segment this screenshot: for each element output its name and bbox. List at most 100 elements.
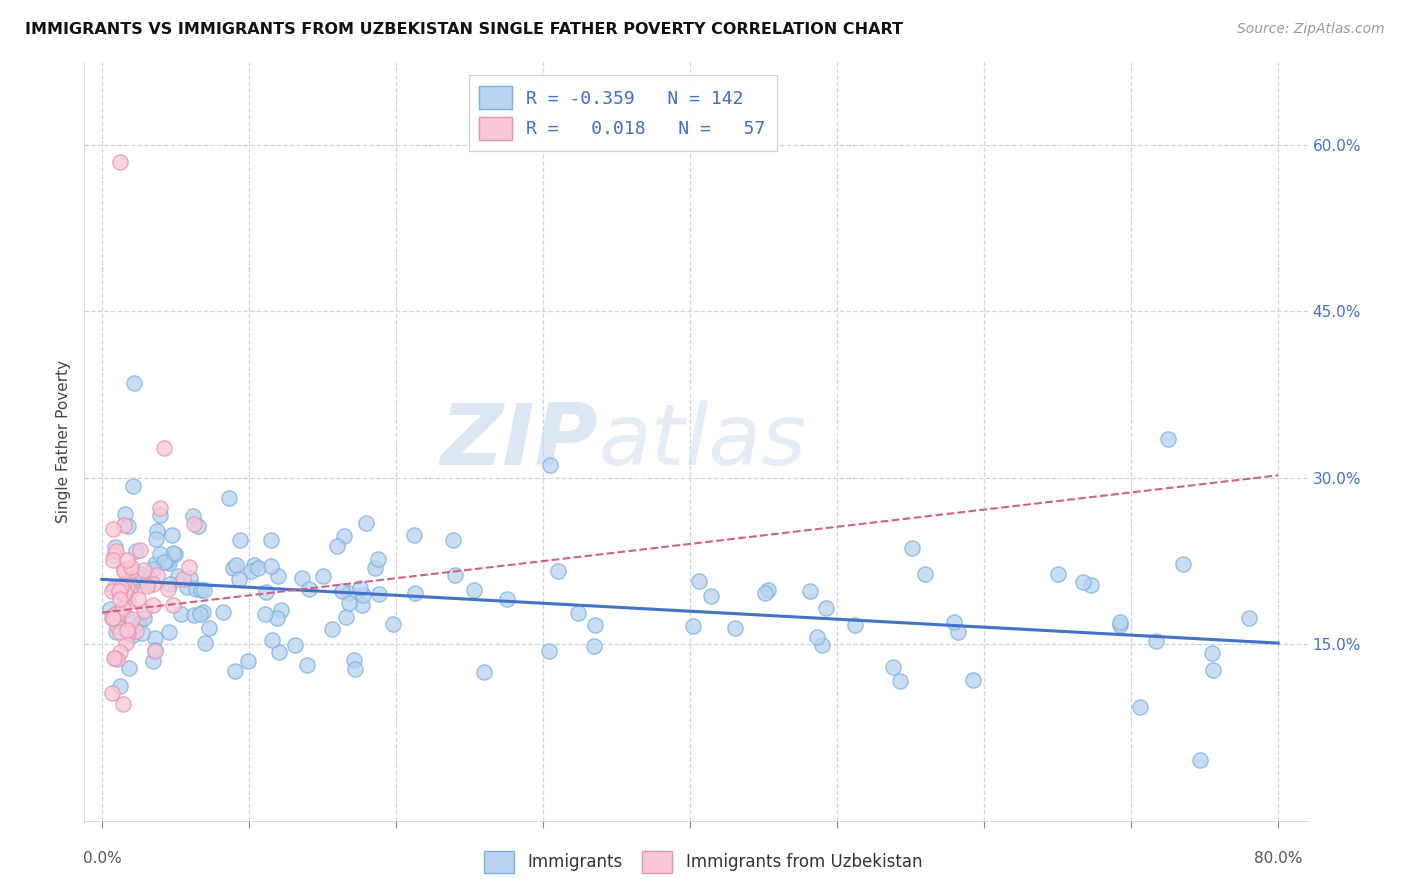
Point xyxy=(183,607,205,622)
Point xyxy=(363,561,385,575)
Point xyxy=(1202,663,1225,677)
Point xyxy=(143,643,166,657)
Point xyxy=(104,607,127,621)
Point xyxy=(1080,578,1102,592)
Point xyxy=(810,638,832,652)
Point xyxy=(111,600,134,615)
Point xyxy=(115,623,138,637)
Point xyxy=(221,561,243,575)
Point xyxy=(247,561,270,575)
Point xyxy=(108,624,131,639)
Point xyxy=(117,581,139,595)
Point xyxy=(148,500,170,515)
Point xyxy=(815,600,838,615)
Point xyxy=(121,628,143,642)
Point xyxy=(259,533,281,547)
Point xyxy=(111,697,134,711)
Point xyxy=(153,556,176,570)
Point xyxy=(110,580,132,594)
Point xyxy=(103,548,125,562)
Point xyxy=(367,587,389,601)
Point xyxy=(882,660,904,674)
Point xyxy=(239,564,262,578)
Point xyxy=(163,547,186,561)
Point xyxy=(146,524,169,539)
Point xyxy=(105,625,128,640)
Point xyxy=(254,607,277,622)
Point xyxy=(98,602,121,616)
Point xyxy=(120,559,142,574)
Point xyxy=(101,686,124,700)
Point xyxy=(312,569,335,583)
Point xyxy=(124,376,146,391)
Point xyxy=(333,529,356,543)
Point xyxy=(114,507,136,521)
Point xyxy=(110,679,132,693)
Point xyxy=(335,609,357,624)
Point xyxy=(110,605,132,619)
Point xyxy=(177,560,200,574)
Point xyxy=(117,518,139,533)
Point xyxy=(472,665,495,679)
Point xyxy=(103,522,125,536)
Point xyxy=(270,602,292,616)
Point xyxy=(443,568,465,582)
Point xyxy=(212,605,235,619)
Point xyxy=(339,596,361,610)
Text: atlas: atlas xyxy=(598,400,806,483)
Point xyxy=(108,592,131,607)
Point xyxy=(756,583,779,598)
Point xyxy=(114,592,136,607)
Point xyxy=(108,155,131,169)
Point xyxy=(191,606,214,620)
Point xyxy=(352,598,374,612)
Point xyxy=(1071,574,1094,589)
Point xyxy=(1146,634,1168,648)
Point xyxy=(101,611,124,625)
Point xyxy=(170,607,193,621)
Point xyxy=(284,638,307,652)
Point xyxy=(1108,618,1130,632)
Point xyxy=(108,605,131,619)
Point xyxy=(142,598,165,612)
Point xyxy=(136,576,159,591)
Point xyxy=(131,626,153,640)
Point xyxy=(1046,566,1069,581)
Point xyxy=(194,636,217,650)
Point xyxy=(143,557,166,571)
Text: 80.0%: 80.0% xyxy=(1254,851,1302,866)
Point xyxy=(402,528,425,542)
Point xyxy=(260,559,283,574)
Text: 0.0%: 0.0% xyxy=(83,851,121,866)
Point xyxy=(583,618,606,632)
Point xyxy=(188,607,211,621)
Point xyxy=(754,585,776,599)
Point xyxy=(127,570,149,584)
Point xyxy=(262,632,284,647)
Point xyxy=(190,583,212,598)
Point xyxy=(112,583,135,598)
Point xyxy=(112,518,135,533)
Point xyxy=(193,583,215,598)
Point xyxy=(321,623,343,637)
Point xyxy=(1237,611,1260,625)
Text: Source: ZipAtlas.com: Source: ZipAtlas.com xyxy=(1237,22,1385,37)
Point xyxy=(343,653,366,667)
Point xyxy=(145,532,167,546)
Point xyxy=(354,516,377,530)
Point xyxy=(149,508,172,523)
Point xyxy=(117,610,139,624)
Point xyxy=(159,577,181,591)
Point xyxy=(218,491,240,506)
Point xyxy=(124,543,146,558)
Point xyxy=(136,579,159,593)
Point xyxy=(1157,432,1180,446)
Point xyxy=(134,611,156,625)
Point xyxy=(162,546,184,560)
Point xyxy=(236,654,259,668)
Point xyxy=(228,533,250,547)
Point xyxy=(132,604,155,618)
Point xyxy=(242,558,264,573)
Point xyxy=(117,626,139,640)
Point xyxy=(103,650,125,665)
